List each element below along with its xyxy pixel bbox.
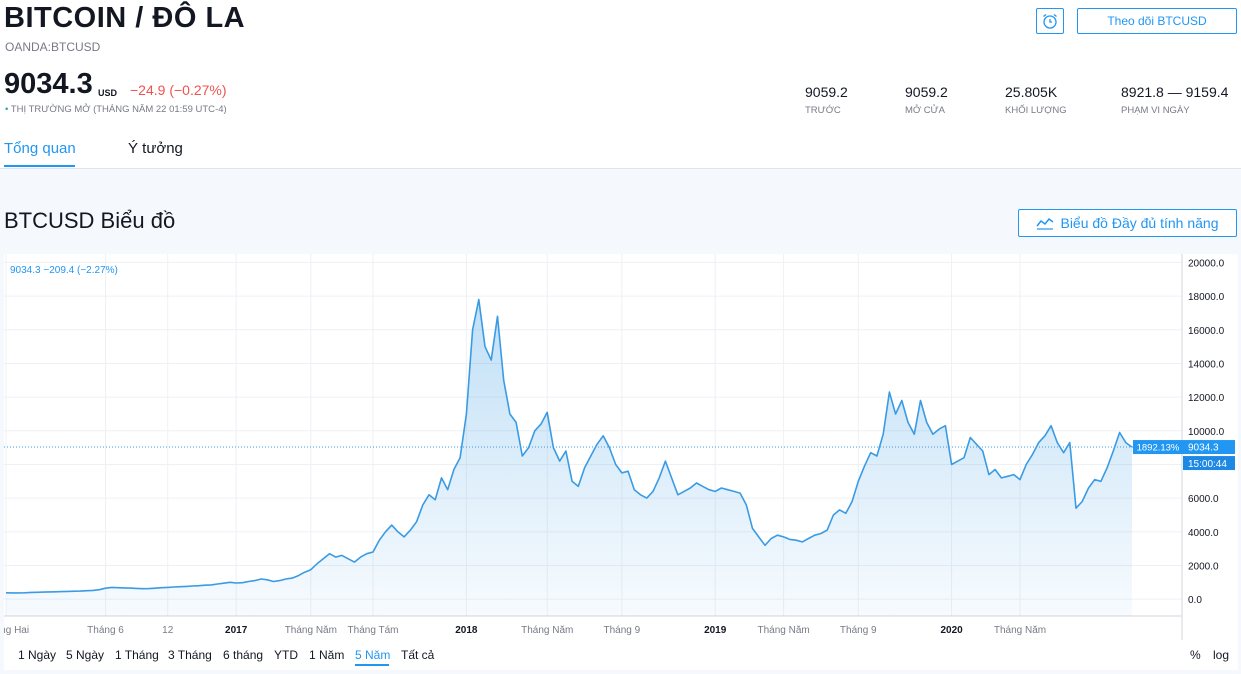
price-area-fill xyxy=(6,299,1132,616)
range-1y[interactable]: 1 Năm xyxy=(309,648,345,662)
page-tabs: Tổng quan Ý tưởng xyxy=(0,128,1241,169)
y-tick-label: 18000.0 xyxy=(1188,292,1225,303)
x-tick-label: Tháng 6 xyxy=(87,625,124,636)
percent-scale-toggle[interactable]: % xyxy=(1190,648,1201,662)
y-tick-label: 2000.0 xyxy=(1188,561,1219,572)
price-change: −24.9 (−0.27%) xyxy=(130,82,227,98)
y-tick-label: 20000.0 xyxy=(1188,258,1225,269)
stat-value: 9059.2 xyxy=(905,84,948,100)
x-tick-label: Tháng 9 xyxy=(840,625,877,636)
chart-line-icon xyxy=(1036,217,1054,230)
market-status-text: THỊ TRƯỜNG MỞ xyxy=(10,104,91,115)
full-chart-label: Biểu đồ Đầy đủ tính năng xyxy=(1060,215,1219,231)
percent-label-box xyxy=(1133,440,1183,455)
stat-open: 9059.2 MỞ CỬA xyxy=(905,84,948,116)
last-price-label: 9034.3 xyxy=(1188,443,1219,454)
x-tick-label: Tháng Năm xyxy=(521,625,573,636)
range-1d[interactable]: 1 Ngày xyxy=(18,648,57,662)
x-tick-label: 2020 xyxy=(940,625,963,636)
stat-volume: 25.805K KHỐI LƯỢNG xyxy=(1005,84,1067,116)
stat-value: 9059.2 xyxy=(805,84,848,100)
y-tick-label: 12000.0 xyxy=(1188,393,1225,404)
follow-symbol-button[interactable]: Theo dõi BTCUSD xyxy=(1077,8,1237,34)
log-scale-toggle[interactable]: log xyxy=(1213,648,1230,662)
x-tick-label: Tháng Hai xyxy=(4,625,29,636)
price-currency: USD xyxy=(98,88,118,98)
range-1m[interactable]: 1 Tháng xyxy=(115,648,159,662)
alarm-button[interactable] xyxy=(1036,8,1064,34)
chart-section-title: BTCUSD Biểu đồ xyxy=(4,208,176,233)
x-tick-label: 2018 xyxy=(455,625,478,636)
market-open-dot: • xyxy=(5,104,9,115)
alarm-clock-icon xyxy=(1043,13,1057,29)
stat-label: KHỐI LƯỢNG xyxy=(1005,105,1067,116)
stat-label: MỞ CỬA xyxy=(905,105,946,116)
stat-previous-close: 9059.2 TRƯỚC xyxy=(805,84,848,116)
last-price: 9034.3 xyxy=(4,68,93,100)
active-range-indicator xyxy=(355,664,389,666)
range-ytd[interactable]: YTD xyxy=(274,648,298,662)
chart-legend: 9034.3 −209.4 (−2.27%) xyxy=(10,265,118,276)
range-bar: 1 Ngày 5 Ngày 1 Tháng 3 Tháng 6 tháng YT… xyxy=(4,640,1238,670)
symbol-title: BITCOIN / ĐÔ LA xyxy=(4,2,246,34)
x-tick-label: Tháng Năm xyxy=(757,625,809,636)
last-price-label-box xyxy=(1183,440,1235,455)
x-tick-label: Tháng Tám xyxy=(348,625,399,636)
tab-ideas[interactable]: Ý tưởng xyxy=(128,140,183,157)
y-tick-label: 16000.0 xyxy=(1188,326,1225,337)
range-5d[interactable]: 5 Ngày xyxy=(66,648,105,662)
stat-label: PHẠM VI NGÀY xyxy=(1121,105,1190,116)
x-tick-label: Tháng Năm xyxy=(285,625,337,636)
y-tick-label: 0.0 xyxy=(1188,595,1202,606)
market-status-time: (THÁNG NĂM 22 01:59 UTC-4) xyxy=(93,104,227,115)
y-tick-label: 14000.0 xyxy=(1188,359,1225,370)
y-tick-label: 4000.0 xyxy=(1188,528,1219,539)
active-tab-indicator xyxy=(4,165,75,167)
stat-day-range: 8921.8 — 9159.4 PHẠM VI NGÀY xyxy=(1121,84,1228,116)
x-tick-label: 2019 xyxy=(704,625,727,636)
exchange-ticker: OANDA:BTCUSD xyxy=(5,40,101,54)
y-tick-label: 6000.0 xyxy=(1188,494,1219,505)
x-tick-label: 2017 xyxy=(225,625,248,636)
percent-label: 1892.13% xyxy=(1137,443,1180,454)
stat-value: 8921.8 — 9159.4 xyxy=(1121,84,1229,100)
range-5y[interactable]: 5 Năm xyxy=(355,648,391,662)
range-all[interactable]: Tất cả xyxy=(401,648,435,662)
price-chart[interactable]: 20000.0 18000.0 16000.0 14000.0 12000.0 10000… xyxy=(4,254,1238,670)
countdown-label: 15:00:44 xyxy=(1188,459,1227,470)
range-3m[interactable]: 3 Tháng xyxy=(168,648,212,662)
stat-label: TRƯỚC xyxy=(805,105,841,116)
stat-value: 25.805K xyxy=(1005,84,1058,100)
x-tick-label: 12 xyxy=(162,625,174,636)
full-chart-button[interactable]: Biểu đồ Đầy đủ tính năng xyxy=(1018,209,1237,237)
price-chart-svg[interactable]: 20000.0 18000.0 16000.0 14000.0 12000.0 10000… xyxy=(4,254,1238,640)
tab-overview[interactable]: Tổng quan xyxy=(4,140,76,157)
countdown-label-box xyxy=(1183,456,1235,471)
x-tick-label: Tháng 9 xyxy=(604,625,641,636)
y-tick-label: 10000.0 xyxy=(1188,427,1225,438)
range-6m[interactable]: 6 tháng xyxy=(223,648,264,662)
market-status: • THỊ TRƯỜNG MỞ (THÁNG NĂM 22 01:59 UTC-… xyxy=(5,104,227,115)
x-tick-label: Tháng Năm xyxy=(994,625,1046,636)
price-series-line xyxy=(5,298,1133,594)
